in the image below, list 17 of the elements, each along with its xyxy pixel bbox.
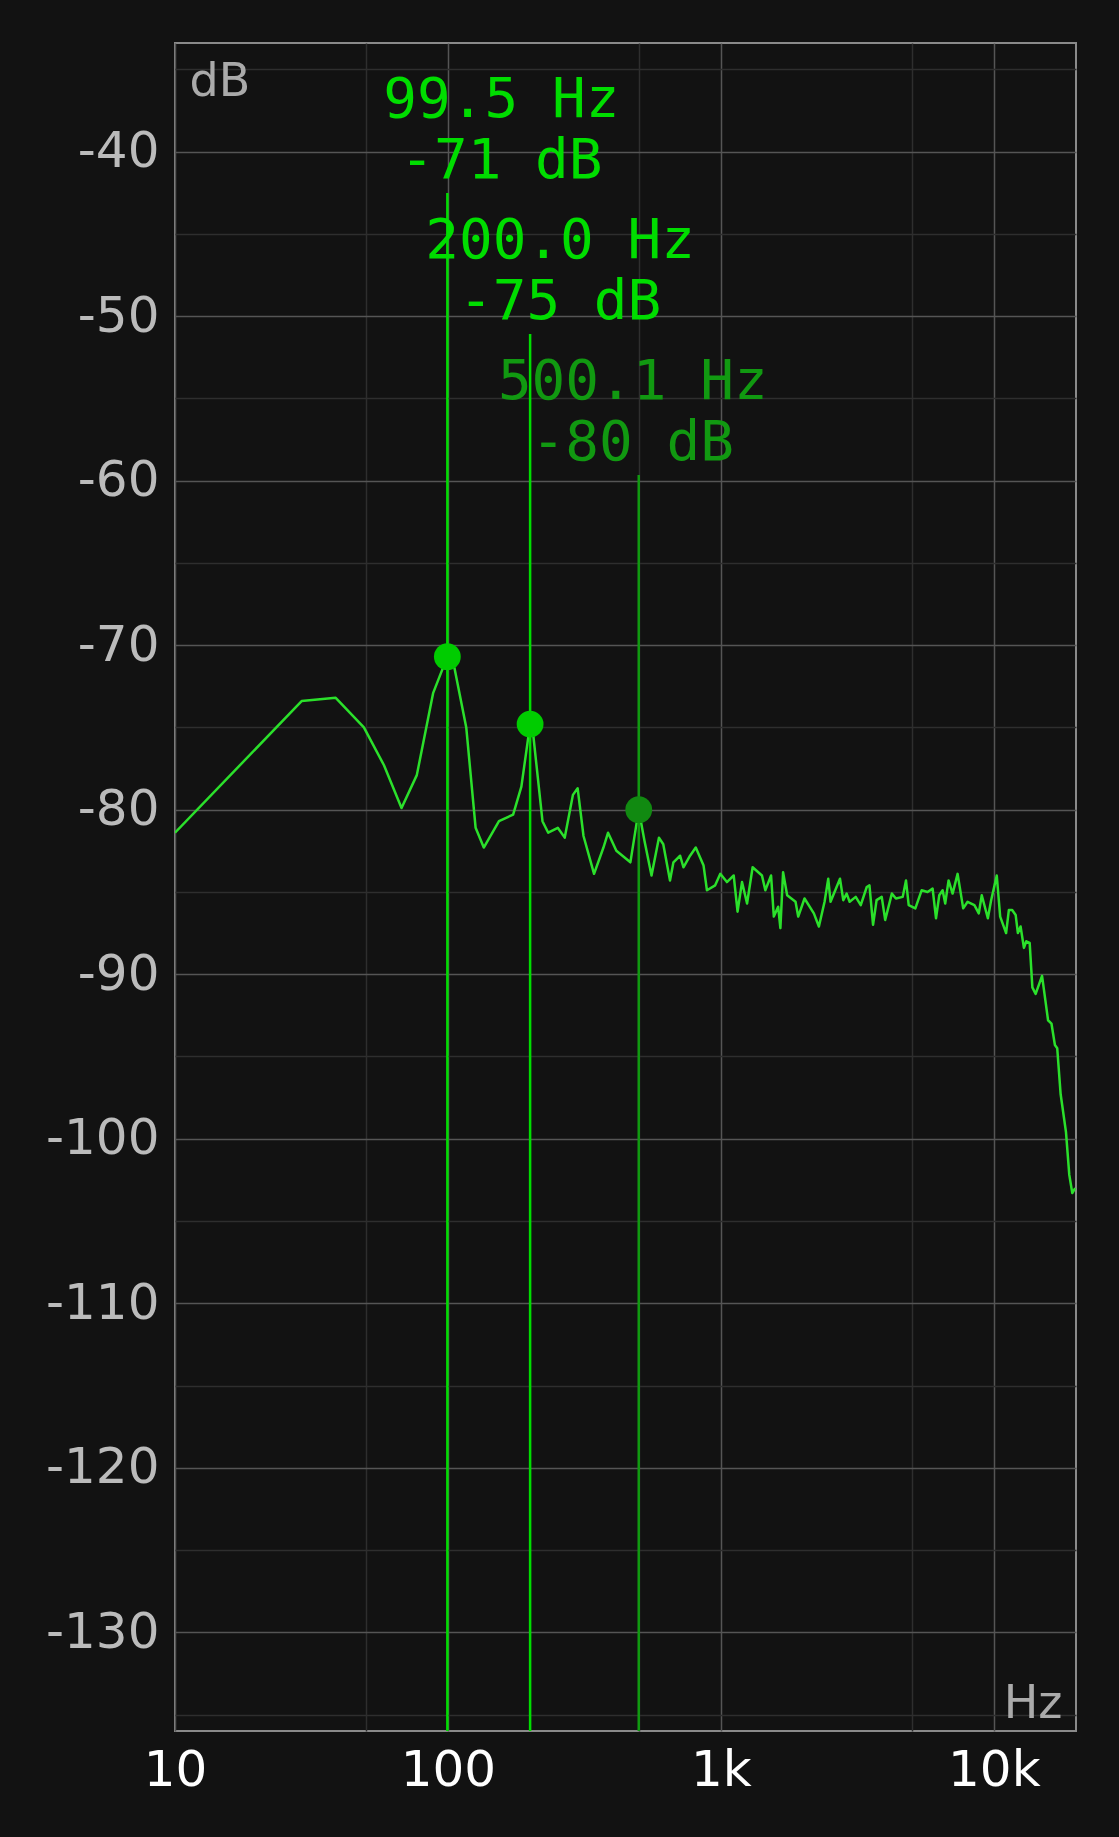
- y-tick-label: -100: [46, 1108, 160, 1167]
- x-tick-label: 10: [143, 1739, 208, 1798]
- y-tick-label: -50: [77, 285, 160, 344]
- annotation: 99.5 Hz -71 dB: [383, 65, 620, 191]
- y-tick-label: -130: [46, 1601, 160, 1660]
- y-tick-label: -90: [77, 943, 160, 1002]
- y-tick-label: -60: [77, 450, 160, 509]
- y-tick-label: -70: [77, 614, 160, 673]
- y-tick-label: -80: [77, 779, 160, 838]
- y-tick-label: -120: [46, 1437, 160, 1496]
- y-tick-label: -110: [46, 1272, 160, 1331]
- y-axis-title: dB: [189, 52, 251, 107]
- x-tick-label: 10k: [948, 1739, 1041, 1798]
- y-tick-label: -40: [77, 121, 160, 180]
- x-tick-label: 100: [400, 1739, 497, 1798]
- x-tick-label: 1k: [691, 1739, 752, 1798]
- x-axis-title: Hz: [1003, 1674, 1063, 1729]
